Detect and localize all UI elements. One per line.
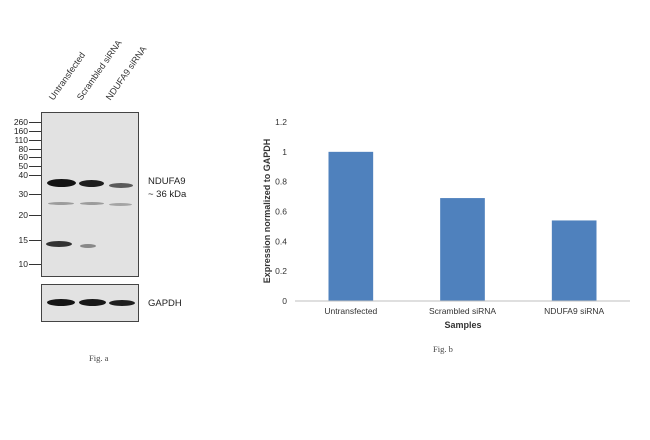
marker-30: 30 — [18, 189, 28, 199]
marker-tick — [29, 157, 41, 158]
band-low-mw — [80, 244, 96, 248]
target-size-label: ~ 36 kDa — [148, 189, 187, 200]
band-low-mw — [46, 241, 72, 247]
marker-tick — [29, 149, 41, 150]
x-tick-label: NDUFA9 siRNA — [544, 306, 604, 316]
target-membrane — [41, 112, 139, 277]
y-tick-label: 1 — [282, 147, 287, 157]
marker-110: 110 — [14, 135, 28, 145]
marker-tick — [29, 240, 41, 241]
x-tick-label: Untransfected — [324, 306, 377, 316]
y-tick-label: 0.8 — [275, 177, 287, 187]
marker-tick — [29, 194, 41, 195]
marker-40: 40 — [18, 170, 28, 180]
marker-tick — [29, 166, 41, 167]
control-label: GAPDH — [148, 298, 182, 309]
band-nonspecific — [48, 202, 74, 205]
band-nonspecific — [109, 203, 132, 206]
marker-tick — [29, 131, 41, 132]
y-axis-title: Expression normalized to GAPDH — [262, 139, 272, 284]
y-tick-label: 0.6 — [275, 207, 287, 217]
marker-tick — [29, 215, 41, 216]
band-nonspecific — [80, 202, 104, 205]
marker-20: 20 — [18, 210, 28, 220]
marker-50: 50 — [18, 161, 28, 171]
fig-b-caption: Fig. b — [433, 344, 453, 354]
y-tick-label: 0.2 — [275, 266, 287, 276]
bar — [328, 151, 374, 301]
marker-80: 80 — [18, 144, 28, 154]
marker-15: 15 — [18, 235, 28, 245]
band-ndufa9-scrambled — [79, 180, 104, 187]
western-blot-panel: Untransfected Scrambled siRNA NDUFA9 siR… — [0, 0, 240, 380]
bar-series — [328, 151, 597, 301]
marker-260: 260 — [13, 117, 28, 127]
y-tick-label: 0 — [282, 296, 287, 306]
x-tick-label: Scrambled siRNA — [429, 306, 496, 316]
marker-10: 10 — [18, 259, 28, 269]
band-ndufa9-untransfected — [47, 179, 76, 187]
marker-tick — [29, 140, 41, 141]
y-tick-label: 0.4 — [275, 236, 287, 246]
marker-tick — [29, 264, 41, 265]
band-gapdh — [47, 299, 75, 306]
y-tick-label: 1.2 — [275, 117, 287, 127]
x-axis-title: Samples — [444, 320, 481, 330]
target-label: NDUFA9 — [148, 176, 186, 187]
marker-160: 160 — [13, 126, 28, 136]
band-ndufa9-knockdown — [109, 183, 133, 188]
bar — [551, 220, 597, 301]
bar — [440, 198, 485, 301]
marker-tick — [29, 122, 41, 123]
marker-60: 60 — [18, 152, 28, 162]
band-gapdh — [79, 299, 106, 306]
fig-a-caption: Fig. a — [89, 353, 109, 363]
x-axis: Untransfected Scrambled siRNA NDUFA9 siRNA — [324, 306, 604, 316]
band-gapdh — [109, 300, 135, 306]
marker-tick — [29, 175, 41, 176]
control-membrane — [41, 284, 139, 322]
y-axis: 0 0.2 0.4 0.6 0.8 1 1.2 — [275, 117, 287, 306]
